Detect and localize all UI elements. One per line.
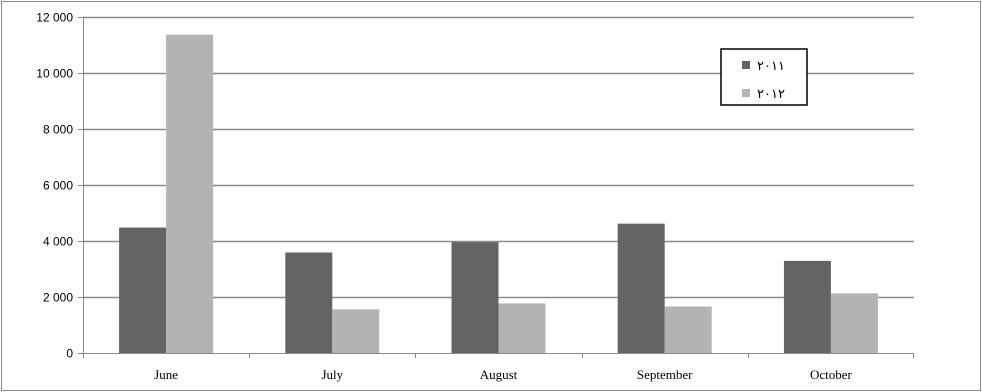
x-tick-label-july: July bbox=[321, 367, 343, 382]
y-tick-label: 10 000 bbox=[36, 67, 73, 81]
x-tick-label-august: August bbox=[480, 367, 518, 382]
y-tick-label: 2 000 bbox=[43, 291, 73, 305]
y-tick-label: 4 000 bbox=[43, 235, 73, 249]
bar-june-2011 bbox=[119, 227, 167, 353]
legend-box bbox=[720, 48, 808, 106]
x-tick-label-september: September bbox=[637, 367, 693, 382]
x-tick-labels: June July August September October bbox=[154, 367, 852, 382]
bar-june-2012 bbox=[166, 34, 214, 353]
bar-october-2012 bbox=[830, 293, 878, 353]
legend: ٢٠١١ ٢٠١٢ bbox=[720, 48, 808, 106]
x-tick-label-june: June bbox=[154, 367, 178, 382]
axes bbox=[78, 17, 914, 358]
y-tick-label: 0 bbox=[66, 347, 73, 361]
gridlines bbox=[83, 16, 914, 299]
legend-label-2011: ٢٠١١ bbox=[757, 59, 785, 74]
bar-october-2011 bbox=[783, 260, 831, 353]
legend-label-2012: ٢٠١٢ bbox=[757, 87, 785, 102]
y-tick-labels: 0 2 000 4 000 6 000 8 000 10 000 12 000 bbox=[36, 11, 73, 361]
bar-september-2012 bbox=[664, 306, 712, 353]
bar-august-2012 bbox=[498, 303, 546, 353]
bar-august-2011 bbox=[451, 242, 499, 353]
legend-swatch-2011 bbox=[742, 61, 750, 69]
bar-july-2011 bbox=[285, 252, 333, 353]
bars bbox=[119, 34, 878, 353]
legend-swatch-2012 bbox=[742, 89, 750, 97]
bar-september-2011 bbox=[617, 223, 665, 353]
y-tick-label: 8 000 bbox=[43, 123, 73, 137]
y-tick-label: 6 000 bbox=[43, 179, 73, 193]
y-tick-label: 12 000 bbox=[36, 11, 73, 25]
bar-july-2012 bbox=[332, 309, 380, 353]
x-tick-label-october: October bbox=[810, 367, 853, 382]
